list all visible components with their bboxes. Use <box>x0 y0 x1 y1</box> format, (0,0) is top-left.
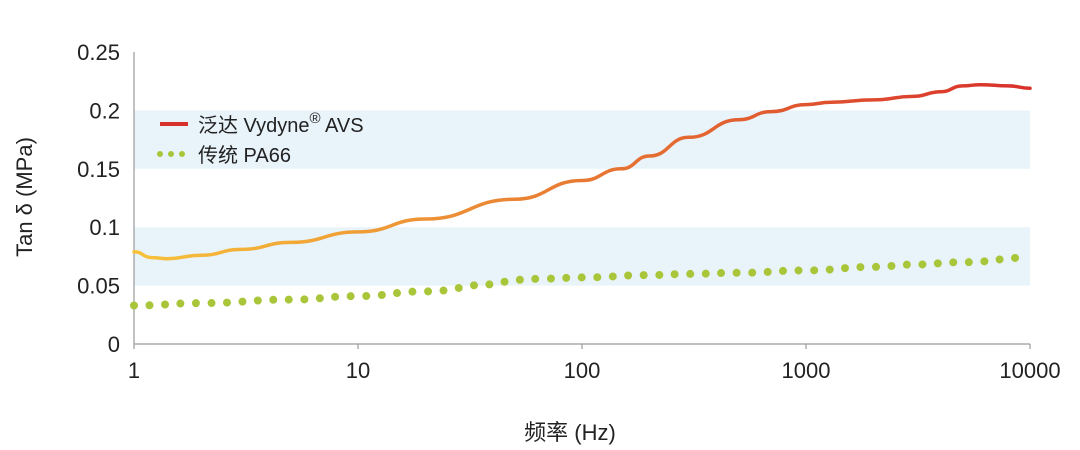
grid-bands <box>134 110 1030 286</box>
series-line-pa66 <box>130 253 1034 310</box>
series-line-vydyne-avs <box>132 82 1032 261</box>
legend-label-series-1: 泛达 Vydyne® AVS <box>198 110 364 137</box>
y-tick-label: 0.2 <box>89 98 120 123</box>
y-tick-label: 0.05 <box>77 274 120 299</box>
x-tick-label: 10 <box>346 358 370 383</box>
grid-band <box>134 110 1030 169</box>
y-tick-label: 0.15 <box>77 157 120 182</box>
y-tick-label: 0.1 <box>89 215 120 240</box>
legend-label-series-2: 传统 PA66 <box>198 144 291 167</box>
x-tick-label: 10000 <box>999 358 1060 383</box>
x-tick-labels: 1 10 100 1000 10000 <box>128 344 1061 383</box>
x-tick-label: 1000 <box>782 358 831 383</box>
y-tick-labels: 0 0.05 0.1 0.15 0.2 0.25 <box>77 40 120 357</box>
x-tick-label: 100 <box>564 358 601 383</box>
y-axis-title: Tan δ (MPa) <box>12 137 37 257</box>
legend: 泛达 Vydyne® AVS 传统 PA66 <box>157 110 364 167</box>
x-axis-title: 频率 (Hz) <box>524 420 616 445</box>
y-tick-label: 0 <box>108 332 120 357</box>
series-lines <box>130 82 1034 310</box>
axes <box>133 52 1030 345</box>
x-tick-label: 1 <box>128 358 140 383</box>
y-tick-label: 0.25 <box>77 40 120 65</box>
